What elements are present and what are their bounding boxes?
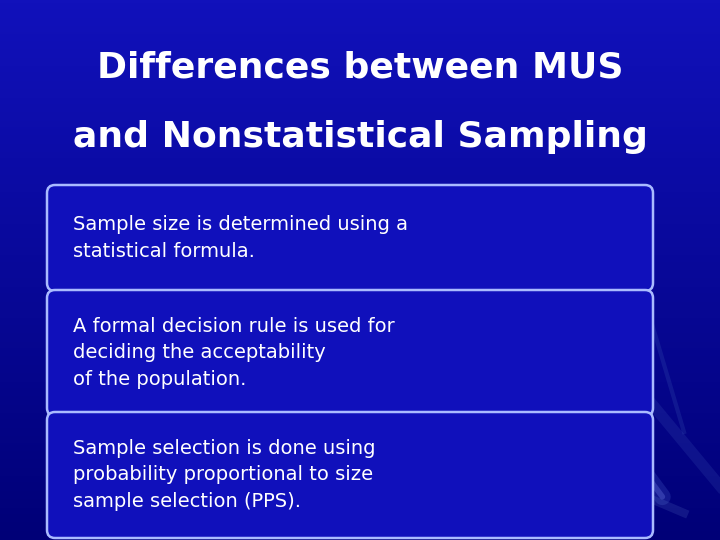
Text: Differences between MUS: Differences between MUS	[96, 50, 624, 84]
FancyBboxPatch shape	[47, 185, 653, 291]
FancyBboxPatch shape	[47, 290, 653, 416]
FancyBboxPatch shape	[47, 412, 653, 538]
Text: Sample size is determined using a
statistical formula.: Sample size is determined using a statis…	[73, 215, 408, 261]
Text: A formal decision rule is used for
deciding the acceptability
of the population.: A formal decision rule is used for decid…	[73, 317, 395, 389]
Text: Sample selection is done using
probability proportional to size
sample selection: Sample selection is done using probabili…	[73, 439, 376, 511]
Text: and Nonstatistical Sampling: and Nonstatistical Sampling	[73, 120, 647, 154]
